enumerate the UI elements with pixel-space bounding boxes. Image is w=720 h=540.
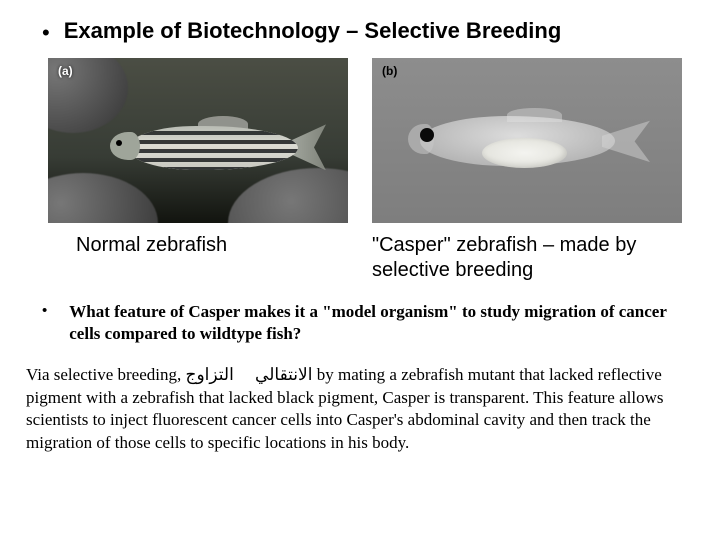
panel-a-label: (a)	[58, 64, 73, 78]
answer-lead: Via selective breeding,	[26, 365, 185, 384]
question-row: • What feature of Casper makes it a "mod…	[42, 301, 696, 345]
zebrafish-normal-image	[48, 58, 348, 223]
bullet-icon: •	[42, 303, 47, 318]
caption-a: Normal zebrafish	[48, 233, 348, 283]
panel-b-label: (b)	[382, 64, 397, 78]
question-text: What feature of Casper makes it a "model…	[69, 301, 684, 345]
figure-panel-a: (a)	[48, 58, 348, 223]
title-row: • Example of Biotechnology – Selective B…	[42, 18, 696, 44]
answer-arabic-2: التزاوج	[185, 365, 233, 384]
answer-arabic-1: الانتقالي	[255, 365, 312, 384]
zebrafish-casper-image	[372, 58, 682, 223]
slide-title: Example of Biotechnology – Selective Bre…	[64, 18, 562, 44]
figure-panel-b: (b)	[372, 58, 682, 223]
answer-paragraph: Via selective breeding, الانتقالي التزاو…	[26, 364, 692, 456]
caption-b: "Casper" zebrafish – made by selective b…	[372, 233, 682, 283]
figure-row: (a) (b)	[48, 58, 696, 223]
bullet-icon: •	[42, 22, 50, 44]
captions-row: Normal zebrafish "Casper" zebrafish – ma…	[48, 233, 696, 283]
